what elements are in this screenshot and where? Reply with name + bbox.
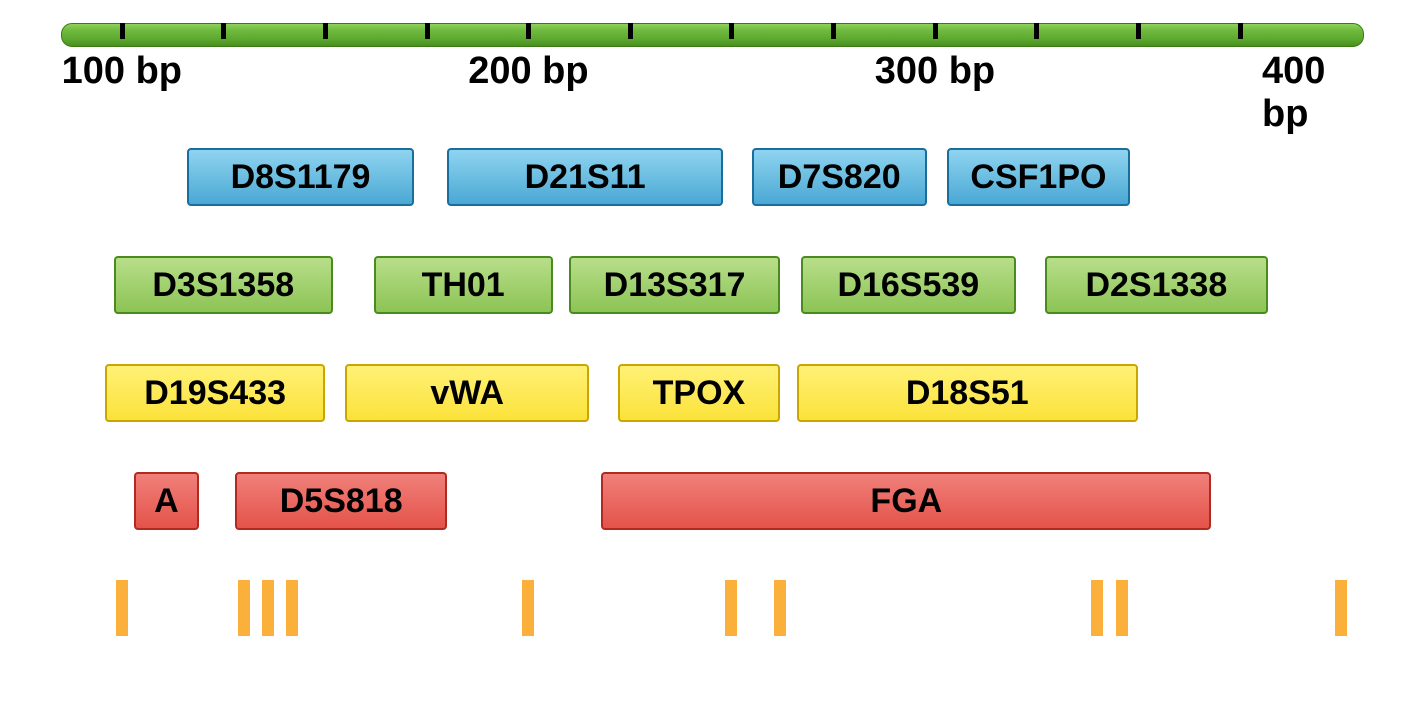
size-standard-bar [238,580,250,636]
ruler-tick [1034,23,1039,39]
size-standard-bar [1116,580,1128,636]
locus-tpox: TPOX [618,364,781,422]
ruler-tick [1238,23,1243,39]
bp-ruler [61,23,1364,47]
ruler-tick [120,23,125,39]
ruler-tick [526,23,531,39]
axis-label: 100 bp [62,50,182,93]
locus-d21s11: D21S11 [447,148,723,206]
axis-label: 200 bp [468,50,588,93]
locus-d19s433: D19S433 [105,364,325,422]
ruler-tick [221,23,226,39]
locus-d3s1358: D3S1358 [114,256,334,314]
size-standard-bar [774,580,786,636]
locus-d16s539: D16S539 [801,256,1016,314]
ruler-tick [831,23,836,39]
ruler-tick [933,23,938,39]
locus-th01: TH01 [374,256,553,314]
locus-d8s1179: D8S1179 [187,148,415,206]
locus-d5s818: D5S818 [235,472,446,530]
axis-label: 400 bp [1262,50,1382,136]
size-standard-bar [116,580,128,636]
ruler-tick [1136,23,1141,39]
locus-d13s317: D13S317 [569,256,780,314]
locus-d18s51: D18S51 [797,364,1139,422]
ruler-tick [425,23,430,39]
axis-label: 300 bp [875,50,995,93]
size-standard-bar [286,580,298,636]
locus-vwa: vWA [345,364,589,422]
ruler-tick [323,23,328,39]
ruler-tick [628,23,633,39]
locus-d2s1338: D2S1338 [1045,256,1269,314]
locus-csf1po: CSF1PO [947,148,1130,206]
locus-a: A [134,472,199,530]
size-standard-bar [522,580,534,636]
size-standard-bar [262,580,274,636]
size-standard-bar [1335,580,1347,636]
size-standard-bar [725,580,737,636]
ruler-tick [729,23,734,39]
str-loci-diagram: 100 bp 200 bp 300 bp 400 bp D8S1179 D21S11 D7S… [20,20,1382,702]
locus-d7s820: D7S820 [752,148,927,206]
size-standard-bar [1091,580,1103,636]
locus-fga: FGA [601,472,1211,530]
